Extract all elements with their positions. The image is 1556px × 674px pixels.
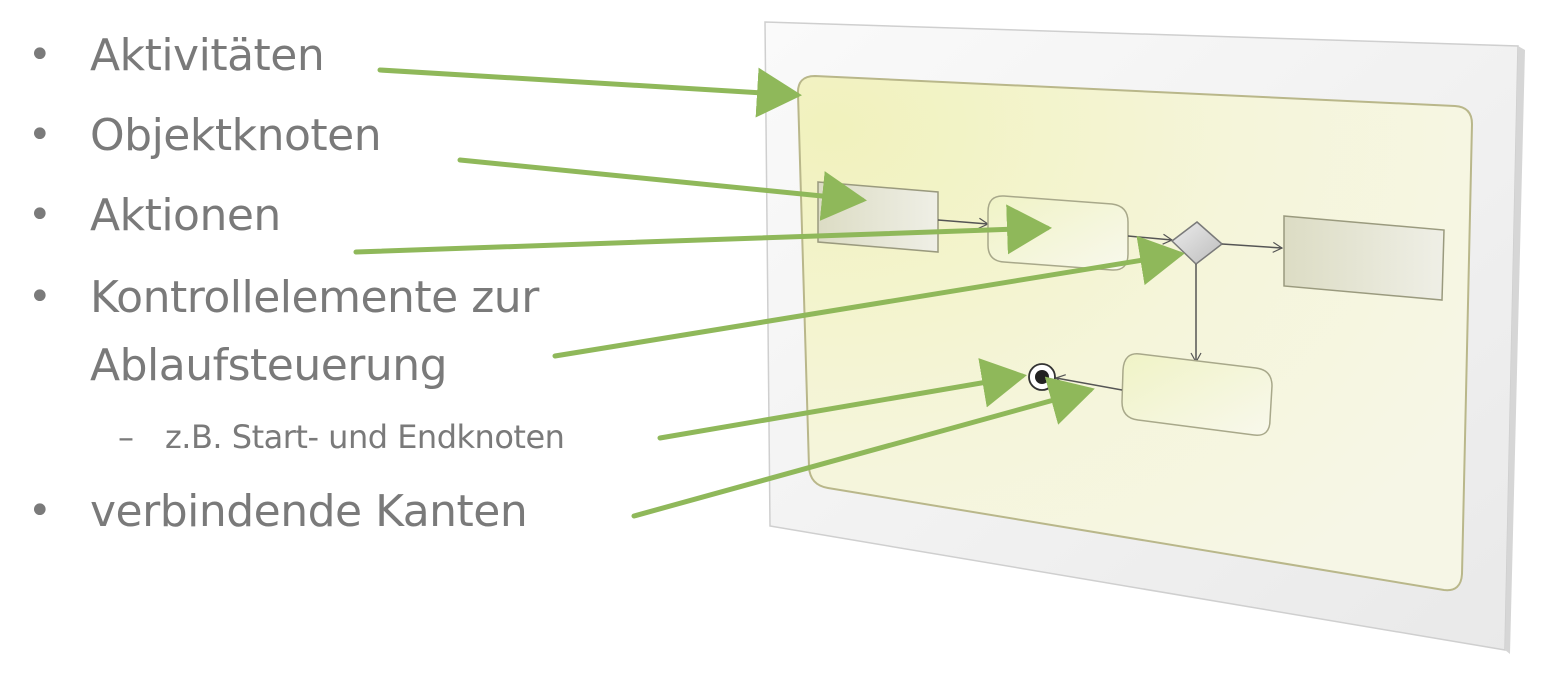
sub-bullet-label: z.B. Start- und Endknoten (165, 418, 565, 456)
pointer-arrow-objektknoten (457, 157, 867, 221)
final-node (1028, 363, 1056, 391)
bullet-symbol: • (28, 488, 52, 534)
action-node-bottom (1121, 353, 1273, 436)
bullet-label-continuation: Ablaufsteuerung (90, 340, 448, 391)
bullet-symbol: • (28, 32, 52, 78)
pointer-arrow-kontrollelemente (552, 235, 1185, 359)
action-node-top (987, 195, 1129, 271)
sub-bullet-symbol: – (118, 418, 134, 456)
bullet-label: Aktivitäten (90, 30, 325, 81)
pointer-arrow-kanten (631, 376, 1095, 519)
bullet-label: Aktionen (90, 190, 281, 241)
pointer-arrow-aktionen (353, 204, 1052, 255)
bullet-symbol: • (28, 112, 52, 158)
bullet-list: • Aktivitäten • Objektknoten • Aktionen … (0, 0, 760, 674)
diagram-frame-shadow (1505, 46, 1525, 654)
bullet-symbol: • (28, 274, 52, 320)
object-node-output (1283, 215, 1445, 301)
bullet-symbol: • (28, 192, 52, 238)
pointer-arrow-aktivitaeten (377, 67, 802, 118)
edge-decision-to-object (1221, 241, 1284, 253)
edge-object-to-action (937, 217, 990, 229)
bullet-label: Kontrollelemente zur (90, 272, 539, 323)
bullet-label: verbindende Kanten (90, 486, 528, 537)
bullet-label: Objektknoten (90, 110, 382, 161)
pointer-arrow-start-endknoten (657, 358, 1027, 441)
object-node-input (817, 181, 939, 253)
